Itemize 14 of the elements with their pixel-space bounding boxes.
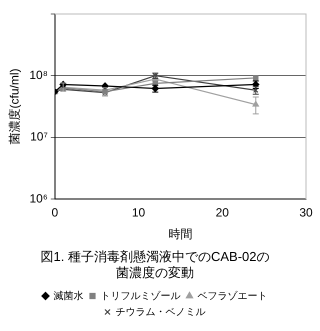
legend-label: 滅菌水 bbox=[54, 290, 84, 302]
y-tick-label: 10⁶ bbox=[30, 191, 48, 206]
x-tick-label: 0 bbox=[51, 206, 58, 220]
text: 図1. 種子消毒剤懸濁液中でのCAB-02の菌濃度の変動 bbox=[40, 249, 270, 280]
y-tick-label: 10⁸ bbox=[29, 68, 48, 82]
y-tick-label: 10⁷ bbox=[30, 130, 48, 144]
x-tick-label: 20 bbox=[216, 206, 230, 220]
legend-label: トリフルミゾール bbox=[100, 290, 180, 302]
legend-label: ベフラゾエート bbox=[198, 290, 268, 302]
y-axis-title: 菌濃度(cfu/ml) bbox=[8, 68, 22, 144]
x-axis-title: 時間 bbox=[168, 226, 192, 241]
x-tick-label: 30 bbox=[299, 206, 313, 220]
x-tick-label: 10 bbox=[132, 206, 146, 220]
legend-label: チウラム・ベノミル bbox=[116, 306, 206, 318]
